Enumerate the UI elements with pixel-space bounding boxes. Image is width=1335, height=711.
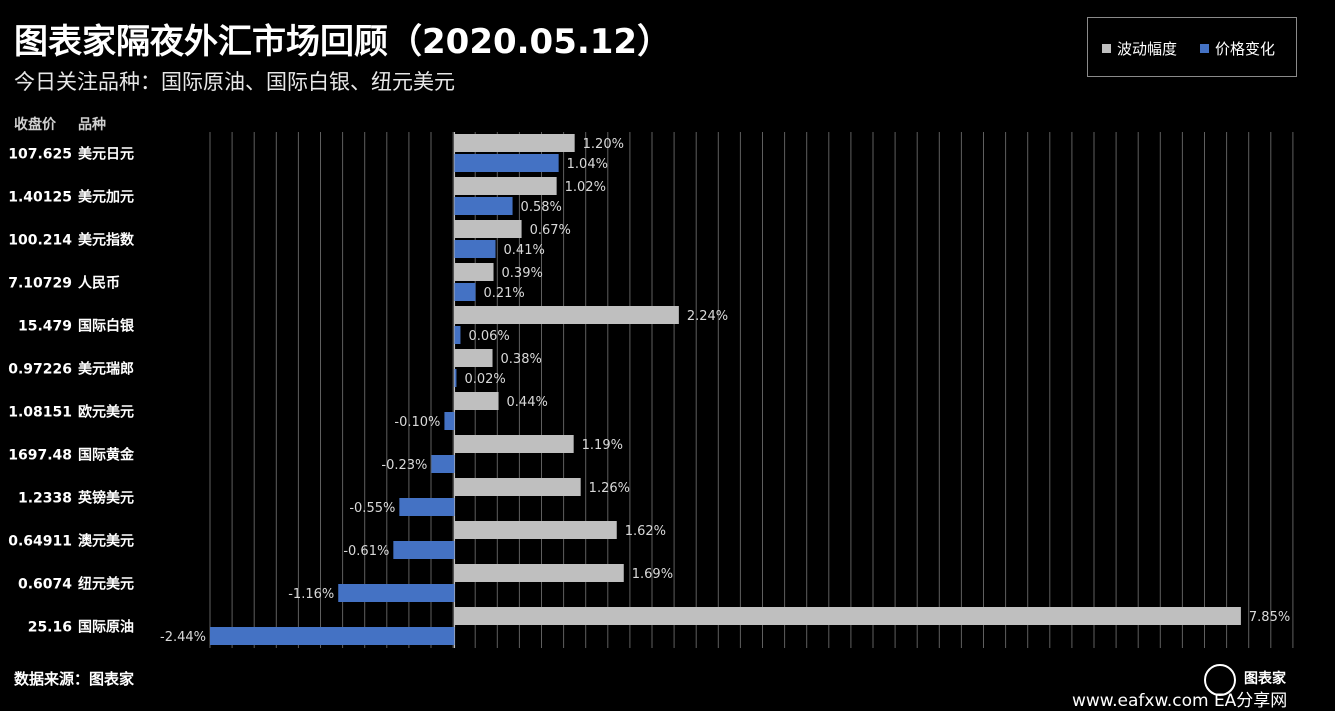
- change-data-label: 0.58%: [521, 200, 562, 215]
- volatility-bar: [454, 306, 679, 324]
- volatility-data-label: 7.85%: [1249, 610, 1290, 625]
- closing-price-label: 1.2338: [18, 491, 72, 507]
- closing-price-label: 1.08151: [8, 405, 72, 421]
- change-bar: [454, 283, 476, 301]
- change-data-label: -0.23%: [381, 458, 427, 473]
- volatility-data-label: 1.62%: [625, 524, 666, 539]
- legend-swatch-volatility: [1102, 44, 1111, 53]
- change-bar: [454, 197, 513, 215]
- change-data-label: 0.41%: [504, 243, 545, 258]
- category-label: 国际原油: [78, 619, 134, 636]
- volatility-data-label: 0.67%: [530, 223, 571, 238]
- change-bar: [454, 240, 496, 258]
- category-label: 澳元美元: [78, 533, 134, 550]
- change-data-label: 1.04%: [567, 157, 608, 172]
- volatility-data-label: 1.02%: [565, 180, 606, 195]
- change-data-label: -0.61%: [343, 544, 389, 559]
- data-source: 数据来源：图表家: [14, 670, 135, 688]
- volatility-bar: [454, 478, 581, 496]
- category-label: 人民币: [78, 275, 120, 292]
- closing-price-label: 15.479: [18, 319, 72, 335]
- price-column-header: 收盘价: [14, 117, 56, 133]
- change-data-label: -1.16%: [288, 587, 334, 602]
- category-label: 美元日元: [78, 146, 134, 163]
- page-title: 图表家隔夜外汇市场回顾（2020.05.12）: [14, 22, 672, 62]
- change-bar: [454, 326, 461, 344]
- volatility-data-label: 1.19%: [582, 438, 623, 453]
- closing-price-label: 1.40125: [8, 190, 72, 206]
- volatility-data-label: 0.38%: [501, 352, 542, 367]
- change-bar: [431, 455, 455, 473]
- change-data-label: -2.44%: [160, 630, 206, 645]
- category-label: 国际黄金: [78, 447, 135, 464]
- volatility-bar: [454, 134, 575, 152]
- volatility-bar: [454, 521, 617, 539]
- category-label: 纽元美元: [78, 576, 134, 593]
- legend-label-change: 价格变化: [1215, 40, 1276, 58]
- closing-price-label: 7.10729: [8, 276, 72, 292]
- volatility-bar: [454, 392, 499, 410]
- closing-price-label: 107.625: [8, 147, 72, 163]
- change-bar: [454, 154, 559, 172]
- change-data-label: -0.10%: [394, 415, 440, 430]
- volatility-bar: [454, 435, 574, 453]
- volatility-data-label: 1.69%: [632, 567, 673, 582]
- volatility-bar: [454, 607, 1241, 625]
- watermark: www.eafxw.com EA分享网: [1072, 686, 1287, 711]
- closing-price-label: 100.214: [8, 233, 72, 249]
- closing-price-label: 0.64911: [8, 534, 72, 550]
- volatility-data-label: 1.26%: [589, 481, 630, 496]
- category-label: 美元加元: [78, 189, 134, 206]
- change-bar: [399, 498, 455, 516]
- closing-price-label: 0.97226: [8, 362, 72, 378]
- watermark-site: EA分享网: [1213, 691, 1288, 711]
- category-label: 国际白银: [78, 318, 135, 335]
- closing-price-label: 1697.48: [8, 448, 72, 464]
- brand-name: 图表家: [1244, 671, 1286, 687]
- volatility-data-label: 0.44%: [507, 395, 548, 410]
- category-label: 欧元美元: [78, 404, 134, 421]
- legend-item-volatility: 波动幅度: [1102, 38, 1177, 59]
- page-subtitle: 今日关注品种：国际原油、国际白银、纽元美元: [14, 70, 455, 94]
- volatility-bar: [454, 263, 494, 281]
- name-column-header: 品种: [78, 117, 106, 133]
- change-data-label: 0.21%: [483, 286, 524, 301]
- chart-legend: 波动幅度 价格变化: [1087, 17, 1297, 77]
- volatility-bar: [454, 177, 557, 195]
- volatility-data-label: 0.39%: [502, 266, 543, 281]
- category-label: 美元瑞郎: [78, 361, 134, 378]
- volatility-data-label: 2.24%: [687, 309, 728, 324]
- change-data-label: 0.06%: [468, 329, 509, 344]
- legend-label-volatility: 波动幅度: [1117, 40, 1178, 58]
- volatility-bar: [454, 349, 493, 367]
- category-label: 英镑美元: [77, 490, 134, 507]
- change-bar: [393, 541, 455, 559]
- closing-price-label: 0.6074: [18, 577, 72, 593]
- change-bar: [454, 369, 457, 387]
- closing-price-label: 25.16: [28, 620, 72, 636]
- change-bar: [210, 627, 455, 645]
- change-data-label: 0.02%: [464, 372, 505, 387]
- volatility-bar: [454, 564, 624, 582]
- change-bar: [338, 584, 455, 602]
- volatility-bar: [454, 220, 522, 238]
- watermark-url: www.eafxw.com: [1072, 691, 1209, 711]
- category-label: 美元指数: [78, 232, 135, 249]
- change-data-label: -0.55%: [349, 501, 395, 516]
- brand-logo-icon: [1204, 664, 1236, 696]
- legend-swatch-change: [1200, 44, 1209, 53]
- volatility-data-label: 1.20%: [583, 137, 624, 152]
- change-bar: [444, 412, 455, 430]
- legend-item-change: 价格变化: [1200, 38, 1275, 59]
